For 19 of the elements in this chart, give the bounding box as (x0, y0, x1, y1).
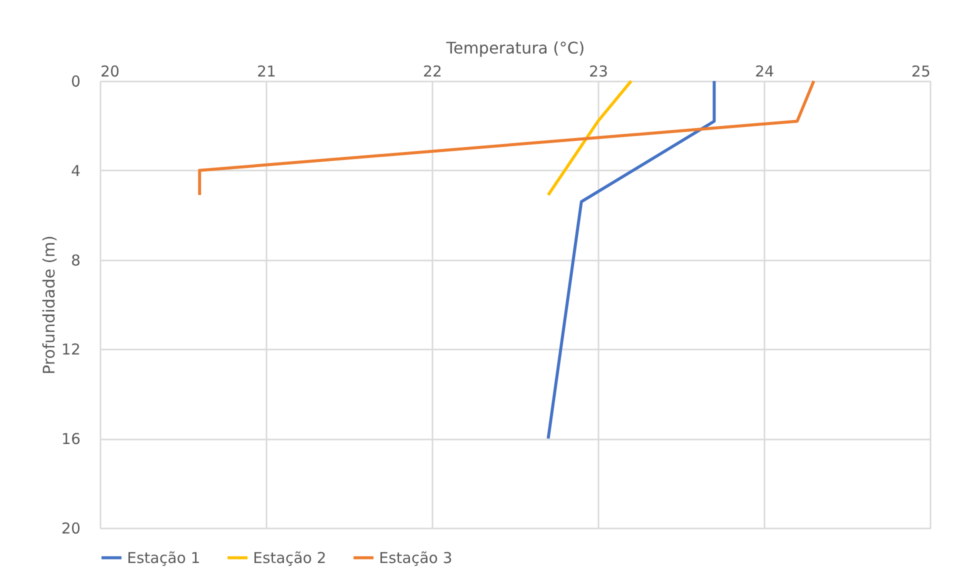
legend-label: Estação 2 (253, 548, 326, 567)
y-tick-label: 8 (70, 251, 80, 270)
y-tick-label: 16 (61, 430, 80, 448)
legend-label: Estação 1 (127, 548, 200, 567)
x-tick-label: 21 (256, 62, 276, 80)
y-tick-label: 12 (61, 340, 80, 359)
y-tick-label: 0 (70, 72, 80, 90)
y-axis-title: Profundidade (m) (39, 235, 58, 375)
y-tick-label: 4 (70, 162, 80, 180)
x-tick-label: 22 (422, 62, 442, 80)
x-tick-label: 25 (911, 62, 930, 80)
x-axis-title: Temperatura (°C) (445, 38, 585, 58)
x-tick-label: 20 (100, 62, 120, 80)
x-tick-label: 23 (588, 62, 608, 80)
x-tick-label: 24 (754, 62, 774, 80)
line-series (546, 80, 716, 440)
y-tick-label: 20 (61, 520, 80, 538)
line-series (198, 80, 816, 196)
legend-label: Estação 3 (379, 548, 452, 567)
